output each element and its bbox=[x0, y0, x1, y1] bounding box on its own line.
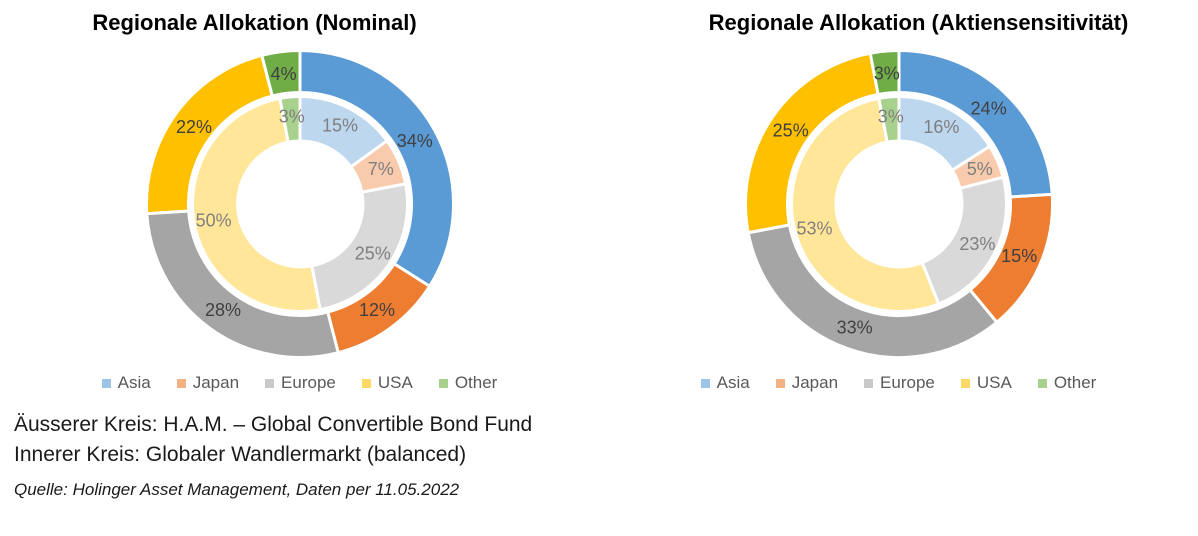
legend-aktiensensitivitaet: Asia Japan Europe USA Other bbox=[700, 372, 1097, 394]
asia-outer-data-label: 34% bbox=[396, 131, 432, 151]
legend-label-europe: Europe bbox=[880, 373, 935, 392]
legend-nominal: Asia Japan Europe USA Other bbox=[101, 372, 498, 394]
charts-row: Regionale Allokation (Nominal) 34% 12% 28%… bbox=[0, 6, 1198, 394]
legend-swatch-japan bbox=[176, 378, 186, 388]
legend-swatch-asia bbox=[101, 378, 111, 388]
other-outer-data-label: 3% bbox=[873, 64, 899, 84]
footer-inner-ring-description: Innerer Kreis: Globaler Wandlermarkt (ba… bbox=[14, 442, 467, 466]
other-inner-data-label: 3% bbox=[278, 106, 304, 126]
legend-swatch-europe bbox=[265, 378, 275, 388]
legend-label-usa: USA bbox=[976, 373, 1012, 392]
donut-chart-nominal: 34% 12% 28% 22% 4% 15% 7% 25% 50% 3% bbox=[144, 49, 455, 359]
other-inner-slice bbox=[876, 94, 900, 144]
other-outer-data-label: 4% bbox=[270, 64, 296, 84]
other-inner-slice bbox=[277, 94, 301, 144]
asia-inner-data-label: 16% bbox=[923, 117, 959, 137]
usa-outer-data-label: 22% bbox=[175, 117, 211, 137]
legend-label-europe: Europe bbox=[281, 373, 336, 392]
japan-inner-data-label: 7% bbox=[367, 159, 393, 179]
legend-item-europe: Europe bbox=[864, 373, 935, 393]
legend-label-japan: Japan bbox=[791, 373, 839, 392]
chart-block-nominal: Regionale Allokation (Nominal) 34% 12% 28%… bbox=[0, 6, 599, 394]
japan-inner-data-label: 5% bbox=[966, 159, 992, 179]
donut-chart-aktiensensitivitaet: 24% 15% 33% 25% 3% 16% 5% 23% 53% 3% bbox=[743, 49, 1054, 359]
chart-block-aktiensensitivitaet: Regionale Allokation (Aktiensensitivität… bbox=[599, 6, 1198, 394]
europe-outer-data-label: 28% bbox=[204, 300, 240, 320]
legend-item-usa: USA bbox=[361, 373, 413, 393]
japan-outer-data-label: 12% bbox=[358, 300, 394, 320]
other-inner-data-label: 3% bbox=[877, 106, 903, 126]
legend-item-europe: Europe bbox=[265, 373, 336, 393]
chart-title-aktiensensitivitaet: Regionale Allokation (Aktiensensitivität… bbox=[708, 10, 1129, 35]
usa-inner-slice bbox=[789, 96, 940, 313]
legend-swatch-usa bbox=[960, 378, 970, 388]
legend-label-other: Other bbox=[1053, 373, 1097, 392]
legend-swatch-usa bbox=[361, 378, 371, 388]
legend-item-asia: Asia bbox=[700, 373, 750, 393]
usa-inner-data-label: 50% bbox=[195, 211, 231, 231]
japan-outer-data-label: 15% bbox=[1001, 246, 1037, 266]
footer: Äusserer Kreis: H.A.M. – Global Converti… bbox=[14, 410, 1198, 500]
legend-item-asia: Asia bbox=[101, 373, 151, 393]
usa-inner-data-label: 53% bbox=[796, 219, 832, 239]
legend-item-japan: Japan bbox=[176, 373, 240, 393]
europe-inner-slice bbox=[309, 182, 409, 312]
legend-label-usa: USA bbox=[377, 373, 413, 392]
europe-outer-data-label: 33% bbox=[836, 317, 872, 337]
footer-outer-ring-description: Äusserer Kreis: H.A.M. – Global Converti… bbox=[14, 413, 533, 436]
other-outer-slice bbox=[259, 49, 301, 98]
legend-label-other: Other bbox=[454, 373, 498, 392]
legend-item-japan: Japan bbox=[775, 373, 839, 393]
legend-swatch-asia bbox=[700, 378, 710, 388]
legend-swatch-other bbox=[1037, 378, 1047, 388]
legend-label-japan: Japan bbox=[192, 373, 240, 392]
europe-inner-data-label: 25% bbox=[354, 244, 390, 264]
legend-item-other: Other bbox=[438, 373, 498, 393]
other-outer-slice bbox=[868, 49, 900, 96]
legend-item-usa: USA bbox=[960, 373, 1012, 393]
footer-source: Quelle: Holinger Asset Management, Daten… bbox=[14, 479, 460, 499]
usa-inner-slice bbox=[190, 96, 322, 313]
legend-swatch-europe bbox=[864, 378, 874, 388]
usa-outer-data-label: 25% bbox=[772, 120, 808, 140]
legend-label-asia: Asia bbox=[716, 373, 750, 392]
legend-label-asia: Asia bbox=[117, 373, 151, 392]
chart-title-nominal: Regionale Allokation (Nominal) bbox=[92, 10, 417, 35]
asia-outer-data-label: 24% bbox=[970, 99, 1006, 119]
asia-inner-data-label: 15% bbox=[321, 116, 357, 136]
legend-swatch-other bbox=[438, 378, 448, 388]
europe-inner-data-label: 23% bbox=[959, 234, 995, 254]
legend-swatch-japan bbox=[775, 378, 785, 388]
legend-item-other: Other bbox=[1037, 373, 1097, 393]
